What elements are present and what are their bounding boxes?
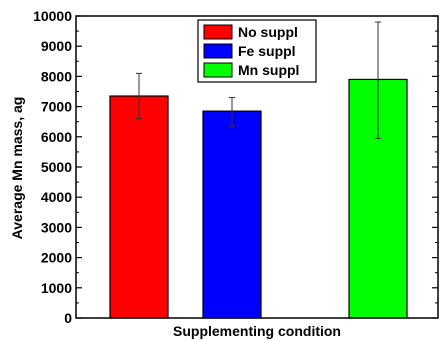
y-tick-label-10: 10000 — [33, 8, 72, 24]
legend-label-1: Fe suppl — [238, 43, 296, 59]
y-axis-title: Average Mn mass, ag — [9, 97, 25, 240]
y-tick-label-4: 4000 — [41, 189, 72, 205]
legend-label-0: No suppl — [238, 24, 298, 40]
bar-1 — [202, 110, 262, 319]
y-tick-label-0: 0 — [64, 310, 72, 326]
y-tick-label-8: 8000 — [41, 68, 72, 84]
y-tick-label-9: 9000 — [41, 38, 72, 54]
legend-label-2: Mn suppl — [238, 62, 299, 78]
bar-0 — [109, 95, 169, 319]
legend-swatch-2 — [203, 62, 233, 78]
legend-swatch-1 — [203, 43, 233, 59]
legend-swatch-0 — [203, 24, 233, 40]
y-tick-label-3: 3000 — [41, 219, 72, 235]
y-tick-label-7: 7000 — [41, 99, 72, 115]
y-tick-label-2: 2000 — [41, 250, 72, 266]
y-tick-label-1: 1000 — [41, 280, 72, 296]
y-tick-label-6: 6000 — [41, 129, 72, 145]
y-tick-label-5: 5000 — [41, 159, 72, 175]
x-axis-title: Supplementing condition — [173, 323, 341, 339]
